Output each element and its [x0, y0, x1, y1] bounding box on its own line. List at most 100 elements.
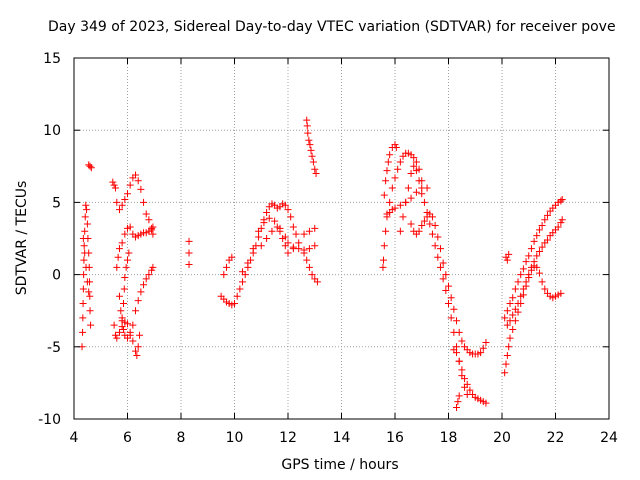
- data-point: [505, 343, 513, 351]
- data-point: [305, 245, 313, 253]
- data-point: [522, 282, 530, 290]
- data-point: [119, 325, 127, 333]
- data-point: [124, 190, 131, 198]
- x-tick-label: 6: [123, 430, 132, 446]
- data-point: [292, 230, 300, 238]
- data-point: [538, 243, 546, 251]
- data-point: [81, 227, 89, 235]
- data-point: [535, 226, 543, 234]
- series-track-16-19-descent: [396, 162, 490, 407]
- data-point: [305, 263, 313, 271]
- data-point: [458, 337, 466, 345]
- data-point: [379, 263, 387, 271]
- data-point: [423, 184, 431, 192]
- data-point: [300, 249, 308, 257]
- data-point: [415, 177, 423, 185]
- data-point: [420, 217, 428, 225]
- data-point: [185, 237, 193, 245]
- data-point: [541, 285, 549, 293]
- data-point: [415, 227, 423, 235]
- data-point: [383, 167, 391, 175]
- data-point: [458, 366, 466, 374]
- axis-ticks: 4 6 8 10 12 14 16 18 20 22 24 -10 -5 0 5 10 15: [38, 51, 618, 446]
- data-point: [517, 271, 525, 279]
- data-point: [386, 198, 394, 206]
- data-point: [455, 328, 463, 336]
- data-point: [120, 285, 128, 293]
- data-point: [148, 266, 156, 274]
- data-point: [86, 307, 94, 315]
- data-point: [394, 165, 402, 173]
- data-point: [79, 299, 87, 307]
- data-point: [538, 222, 546, 230]
- series-track-16.5-19.4-second: [407, 210, 490, 358]
- data-point: [418, 222, 426, 230]
- data-point: [503, 321, 511, 329]
- data-point: [110, 321, 118, 329]
- data-point: [557, 289, 565, 297]
- data-point: [142, 210, 150, 218]
- data-point: [239, 268, 247, 276]
- x-tick-label: 18: [440, 430, 458, 446]
- data-point: [126, 223, 134, 231]
- data-point: [304, 129, 312, 137]
- x-tick-label: 16: [386, 430, 404, 446]
- data-point: [145, 271, 153, 279]
- data-point: [132, 307, 140, 315]
- series-track-5.7-6.3-mixed: [115, 263, 157, 342]
- data-point: [79, 314, 87, 322]
- data-point: [543, 236, 551, 244]
- data-point: [303, 122, 311, 130]
- data-point: [220, 271, 228, 279]
- x-axis-label: GPS time / hours: [281, 457, 399, 473]
- data-point: [133, 351, 141, 359]
- data-point: [82, 263, 90, 271]
- data-point: [137, 288, 145, 296]
- data-point: [479, 344, 487, 352]
- data-point: [86, 162, 94, 170]
- data-point: [222, 263, 230, 271]
- data-point: [132, 171, 140, 179]
- data-point: [268, 227, 276, 235]
- data-point: [276, 227, 284, 235]
- data-point: [388, 184, 396, 192]
- series-track-5.8-6.1-up: [118, 249, 133, 322]
- x-tick-label: 24: [600, 430, 618, 446]
- data-point: [522, 258, 530, 266]
- data-point: [461, 375, 469, 383]
- data-point: [557, 197, 565, 205]
- data-point: [122, 263, 130, 271]
- data-point: [111, 184, 119, 192]
- data-point: [260, 219, 268, 227]
- data-point: [129, 321, 137, 329]
- data-point: [126, 331, 134, 339]
- data-point: [273, 223, 281, 231]
- data-point: [263, 209, 271, 217]
- data-point: [244, 259, 252, 267]
- data-point: [113, 263, 121, 271]
- data-point: [140, 281, 148, 289]
- data-point: [514, 308, 522, 316]
- data-point: [442, 286, 450, 294]
- data-point: [396, 201, 404, 209]
- data-point: [558, 216, 566, 224]
- y-tick-label: 0: [52, 268, 61, 284]
- data-point: [126, 181, 134, 189]
- data-point: [527, 245, 535, 253]
- data-point: [149, 230, 157, 238]
- data-point: [255, 227, 263, 235]
- data-point: [517, 299, 525, 307]
- x-tick-label: 8: [177, 430, 186, 446]
- data-point: [391, 204, 399, 212]
- data-point: [118, 314, 126, 322]
- x-tick-label: 22: [547, 430, 565, 446]
- data-point: [412, 188, 420, 196]
- data-point: [121, 196, 129, 204]
- grid: [74, 58, 609, 419]
- data-point: [503, 307, 511, 315]
- data-point: [455, 392, 463, 400]
- data-point: [284, 249, 292, 257]
- data-point: [558, 196, 566, 204]
- data-point: [140, 198, 148, 206]
